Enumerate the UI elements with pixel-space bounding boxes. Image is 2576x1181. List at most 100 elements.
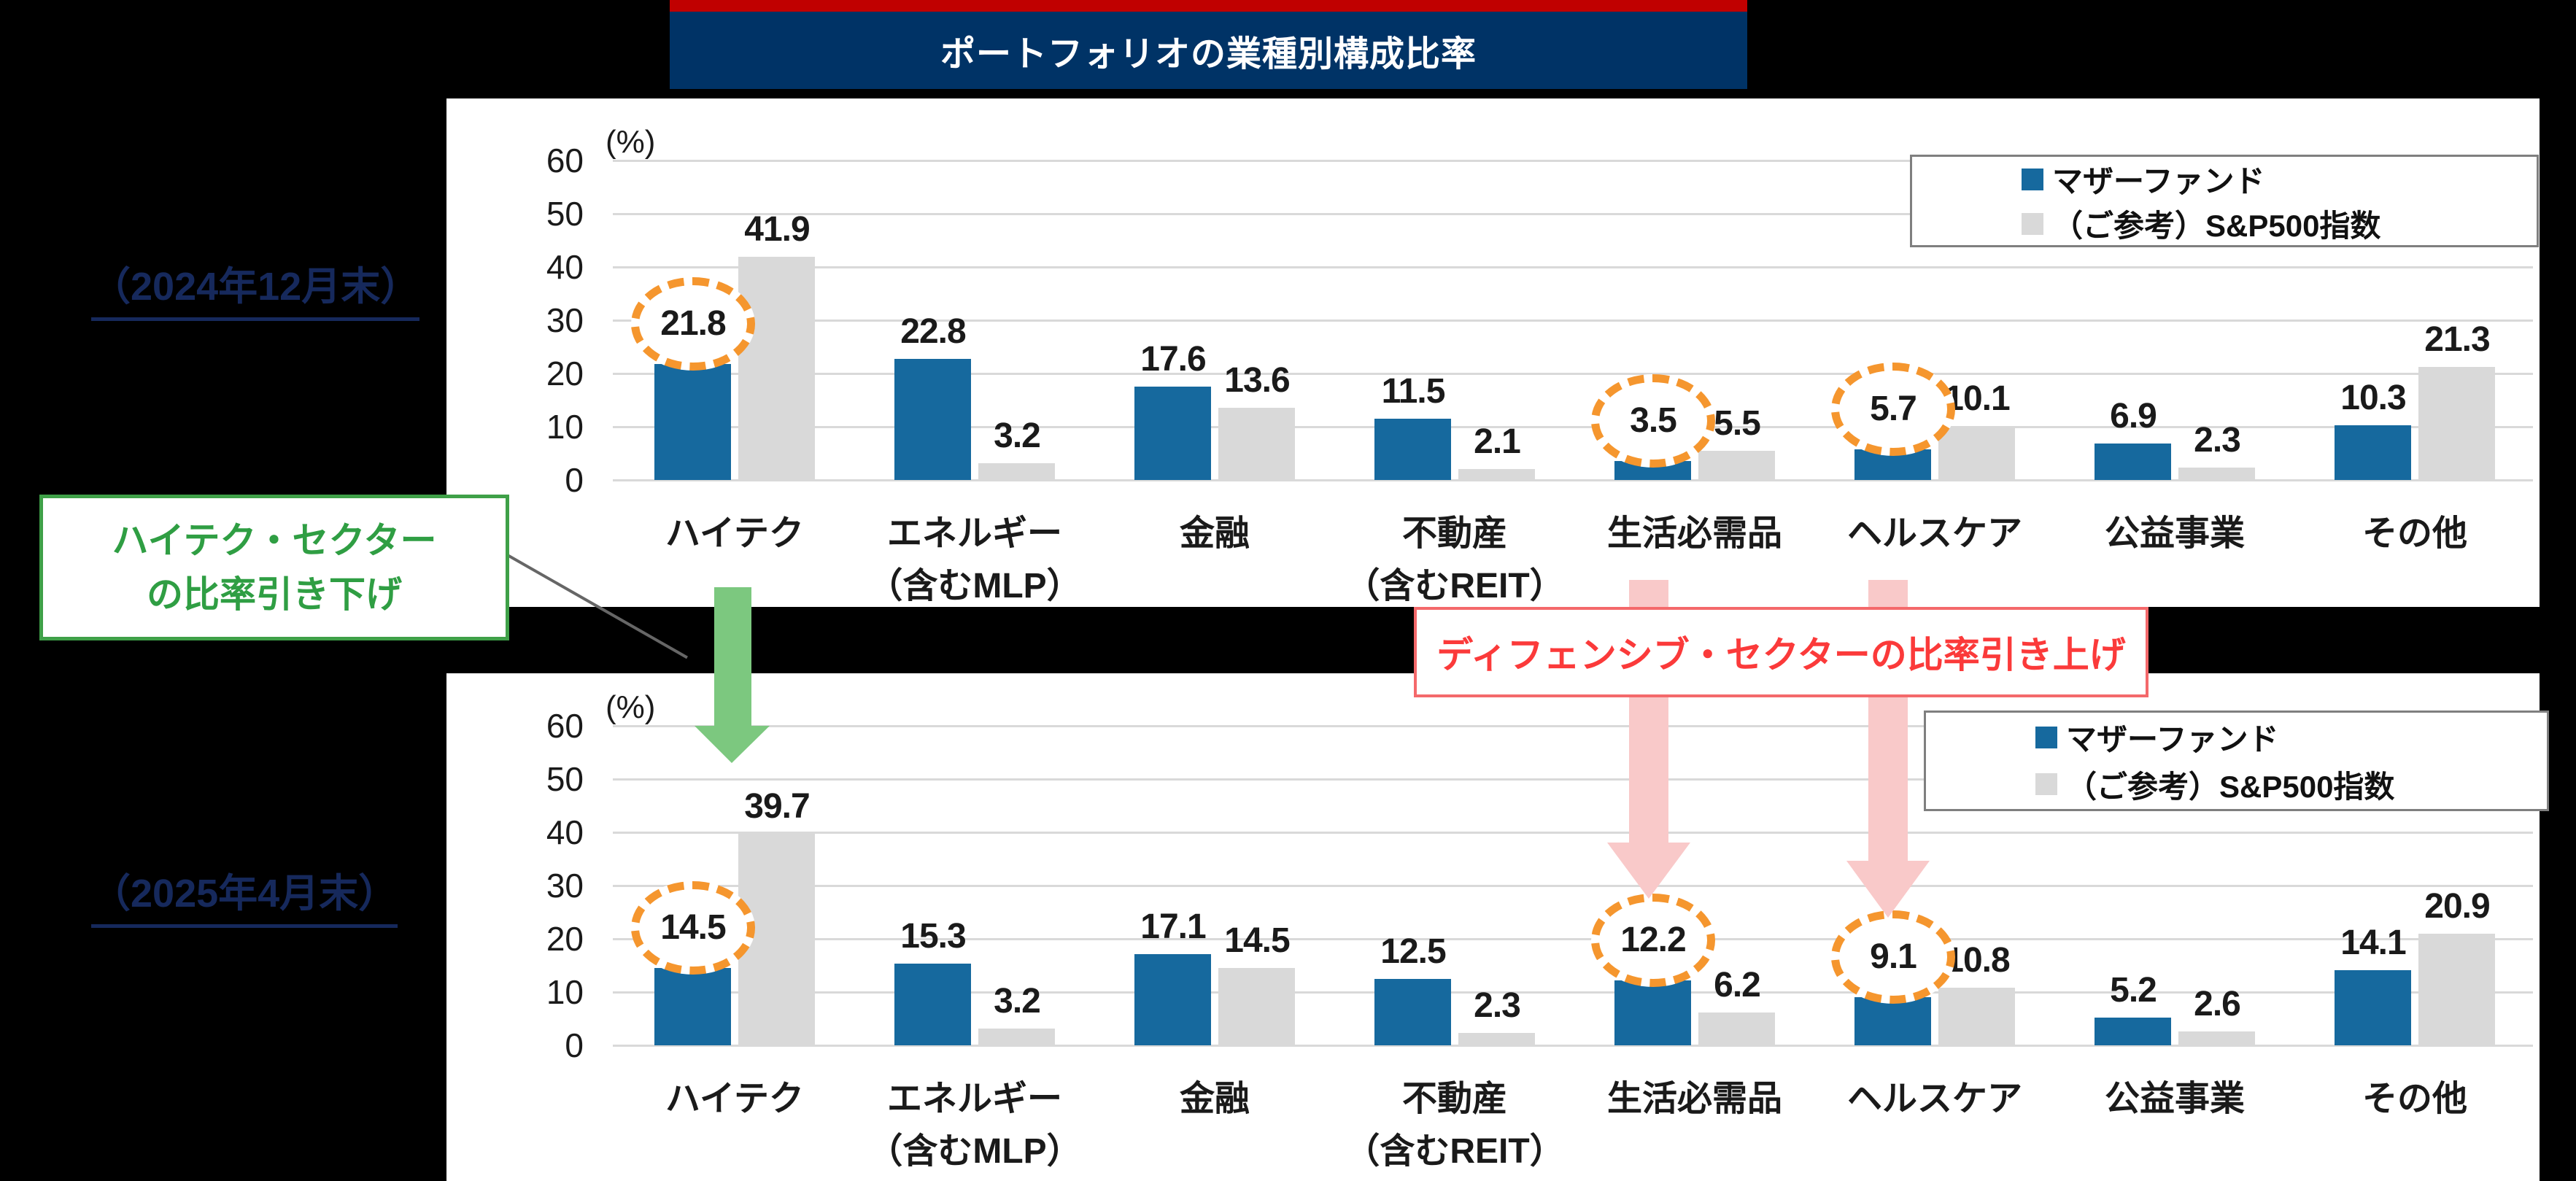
title-bar: ポートフォリオの業種別構成比率 bbox=[670, 0, 1747, 89]
y-tick-60: 60 bbox=[546, 142, 584, 179]
title-accent-stripe bbox=[670, 0, 1747, 12]
bar-mother-fund bbox=[1614, 980, 1691, 1045]
highlight-circle bbox=[1831, 363, 1955, 457]
value-label-mother-fund-circled: 14.5 bbox=[660, 908, 726, 948]
legend-item-0: マザーファンド bbox=[2035, 715, 2547, 759]
value-label-mother-fund: 22.8 bbox=[900, 311, 966, 351]
category-label: ハイテク bbox=[665, 514, 805, 553]
bar-mother-fund bbox=[1374, 978, 1451, 1045]
bar-mother-fund bbox=[2095, 1018, 2171, 1045]
highlight-circle bbox=[631, 276, 755, 371]
legend-box: マザーファンド （ご参考）S&P500指数 bbox=[1910, 155, 2539, 247]
hightech-reduction-callout: ハイテク・セクター の比率引き下げ bbox=[39, 495, 509, 640]
highlight-circle bbox=[631, 881, 755, 975]
value-label-mother-fund: 10.3 bbox=[2340, 378, 2406, 417]
gridline-60 bbox=[613, 160, 2533, 162]
defensive-increase-callout: ディフェンシブ・セクターの比率引き上げ bbox=[1414, 607, 2148, 697]
value-label-sp500: 41.9 bbox=[744, 210, 810, 249]
bar-mother-fund bbox=[654, 968, 731, 1045]
bar-mother-fund bbox=[2335, 970, 2411, 1045]
bar-sp500-index bbox=[1938, 426, 2015, 480]
bar-mother-fund bbox=[654, 363, 731, 480]
bar-sp500-index bbox=[2418, 366, 2495, 480]
value-label-sp500: 21.3 bbox=[2424, 320, 2490, 359]
category-label: 公益事業 bbox=[2104, 1080, 2245, 1118]
category-label: エネルギー bbox=[886, 1080, 1062, 1118]
value-label-mother-fund-circled: 3.5 bbox=[1630, 401, 1677, 441]
legend-label: （ご参考）S&P500指数 bbox=[2066, 769, 2395, 804]
bar-sp500-index bbox=[978, 1028, 1055, 1045]
bar-sp500-index bbox=[1458, 468, 1535, 480]
value-label-sp500: 2.3 bbox=[2194, 421, 2241, 460]
bar-sp500-index bbox=[1218, 407, 1295, 480]
value-label-mother-fund-circled: 9.1 bbox=[1870, 937, 1917, 976]
value-label-sp500: 3.2 bbox=[994, 981, 1041, 1021]
category-label: ヘルスケア bbox=[1846, 1080, 2022, 1118]
value-label-sp500: 3.2 bbox=[994, 416, 1041, 455]
y-axis-unit-label: (%) bbox=[606, 689, 656, 725]
bar-mother-fund bbox=[2335, 425, 2411, 480]
gridline-30 bbox=[613, 885, 2533, 887]
gridline-40 bbox=[613, 266, 2533, 268]
value-label-sp500: 6.2 bbox=[1714, 965, 1761, 1004]
category-label: 公益事業 bbox=[2104, 514, 2245, 553]
bar-sp500-index bbox=[1938, 988, 2015, 1045]
value-label-mother-fund: 17.6 bbox=[1140, 339, 1206, 379]
y-tick-0: 0 bbox=[565, 1026, 584, 1064]
y-tick-20: 20 bbox=[546, 920, 584, 958]
green-box-line1: ハイテク・セクター bbox=[112, 520, 437, 561]
category-label: （含むREIT） bbox=[1345, 567, 1565, 605]
category-label: （含むMLP） bbox=[867, 1132, 1082, 1171]
bar-sp500-index bbox=[1218, 968, 1295, 1045]
category-label: エネルギー bbox=[886, 514, 1062, 553]
legend-label: マザーファンド bbox=[2052, 164, 2265, 198]
gridline-20 bbox=[613, 938, 2533, 940]
legend-label: （ご参考）S&P500指数 bbox=[2052, 209, 2381, 243]
y-tick-30: 30 bbox=[546, 867, 584, 905]
category-label: その他 bbox=[2362, 1080, 2467, 1118]
legend-swatch-icon bbox=[2022, 212, 2043, 235]
y-tick-60: 60 bbox=[546, 707, 584, 745]
value-label-sp500: 39.7 bbox=[744, 787, 810, 826]
bar-mother-fund bbox=[1134, 386, 1211, 480]
value-label-sp500: 10.1 bbox=[1944, 379, 2010, 419]
category-label: 生活必需品 bbox=[1606, 514, 1782, 553]
bar-sp500-index bbox=[2178, 1031, 2255, 1045]
value-label-mother-fund: 5.2 bbox=[2110, 971, 2157, 1010]
title-box: ポートフォリオの業種別構成比率 bbox=[670, 12, 1747, 89]
highlight-circle bbox=[1591, 374, 1715, 468]
y-tick-40: 40 bbox=[546, 813, 584, 851]
category-label: 生活必需品 bbox=[1606, 1080, 1782, 1118]
green-box-line2: の比率引き下げ bbox=[147, 574, 402, 615]
category-label: 金融 bbox=[1179, 1080, 1250, 1118]
category-label: （含むREIT） bbox=[1345, 1132, 1565, 1171]
y-tick-20: 20 bbox=[546, 355, 584, 392]
gridline-30 bbox=[613, 320, 2533, 322]
value-label-mother-fund: 6.9 bbox=[2110, 396, 2157, 435]
category-label: ヘルスケア bbox=[1846, 514, 2022, 553]
y-tick-10: 10 bbox=[546, 973, 584, 1011]
gridline-20 bbox=[613, 373, 2533, 375]
value-label-mother-fund: 14.1 bbox=[2340, 923, 2406, 963]
category-label: 不動産 bbox=[1401, 1080, 1507, 1118]
bar-sp500-index bbox=[1698, 450, 1775, 480]
value-label-sp500: 2.1 bbox=[1474, 422, 1521, 461]
legend-item-1: （ご参考）S&P500指数 bbox=[2035, 762, 2547, 807]
category-label: ハイテク bbox=[665, 1080, 805, 1118]
gridline-10 bbox=[613, 426, 2533, 428]
gridline-10 bbox=[613, 991, 2533, 994]
legend-label: マザーファンド bbox=[2066, 722, 2279, 757]
legend-item-1: （ご参考）S&P500指数 bbox=[2022, 201, 2537, 246]
bar-mother-fund bbox=[2095, 443, 2171, 480]
gridline-50 bbox=[613, 213, 2533, 215]
value-label-mother-fund: 17.1 bbox=[1140, 907, 1206, 947]
category-label: 金融 bbox=[1179, 514, 1250, 553]
bar-mother-fund bbox=[1374, 419, 1451, 480]
gridline-60 bbox=[613, 725, 2533, 727]
legend-swatch-icon bbox=[2035, 773, 2057, 796]
bar-sp500-index bbox=[2178, 468, 2255, 480]
bar-sp500-index bbox=[738, 257, 815, 480]
value-label-mother-fund-circled: 21.8 bbox=[660, 303, 726, 343]
value-label-mother-fund: 12.5 bbox=[1380, 932, 1446, 971]
